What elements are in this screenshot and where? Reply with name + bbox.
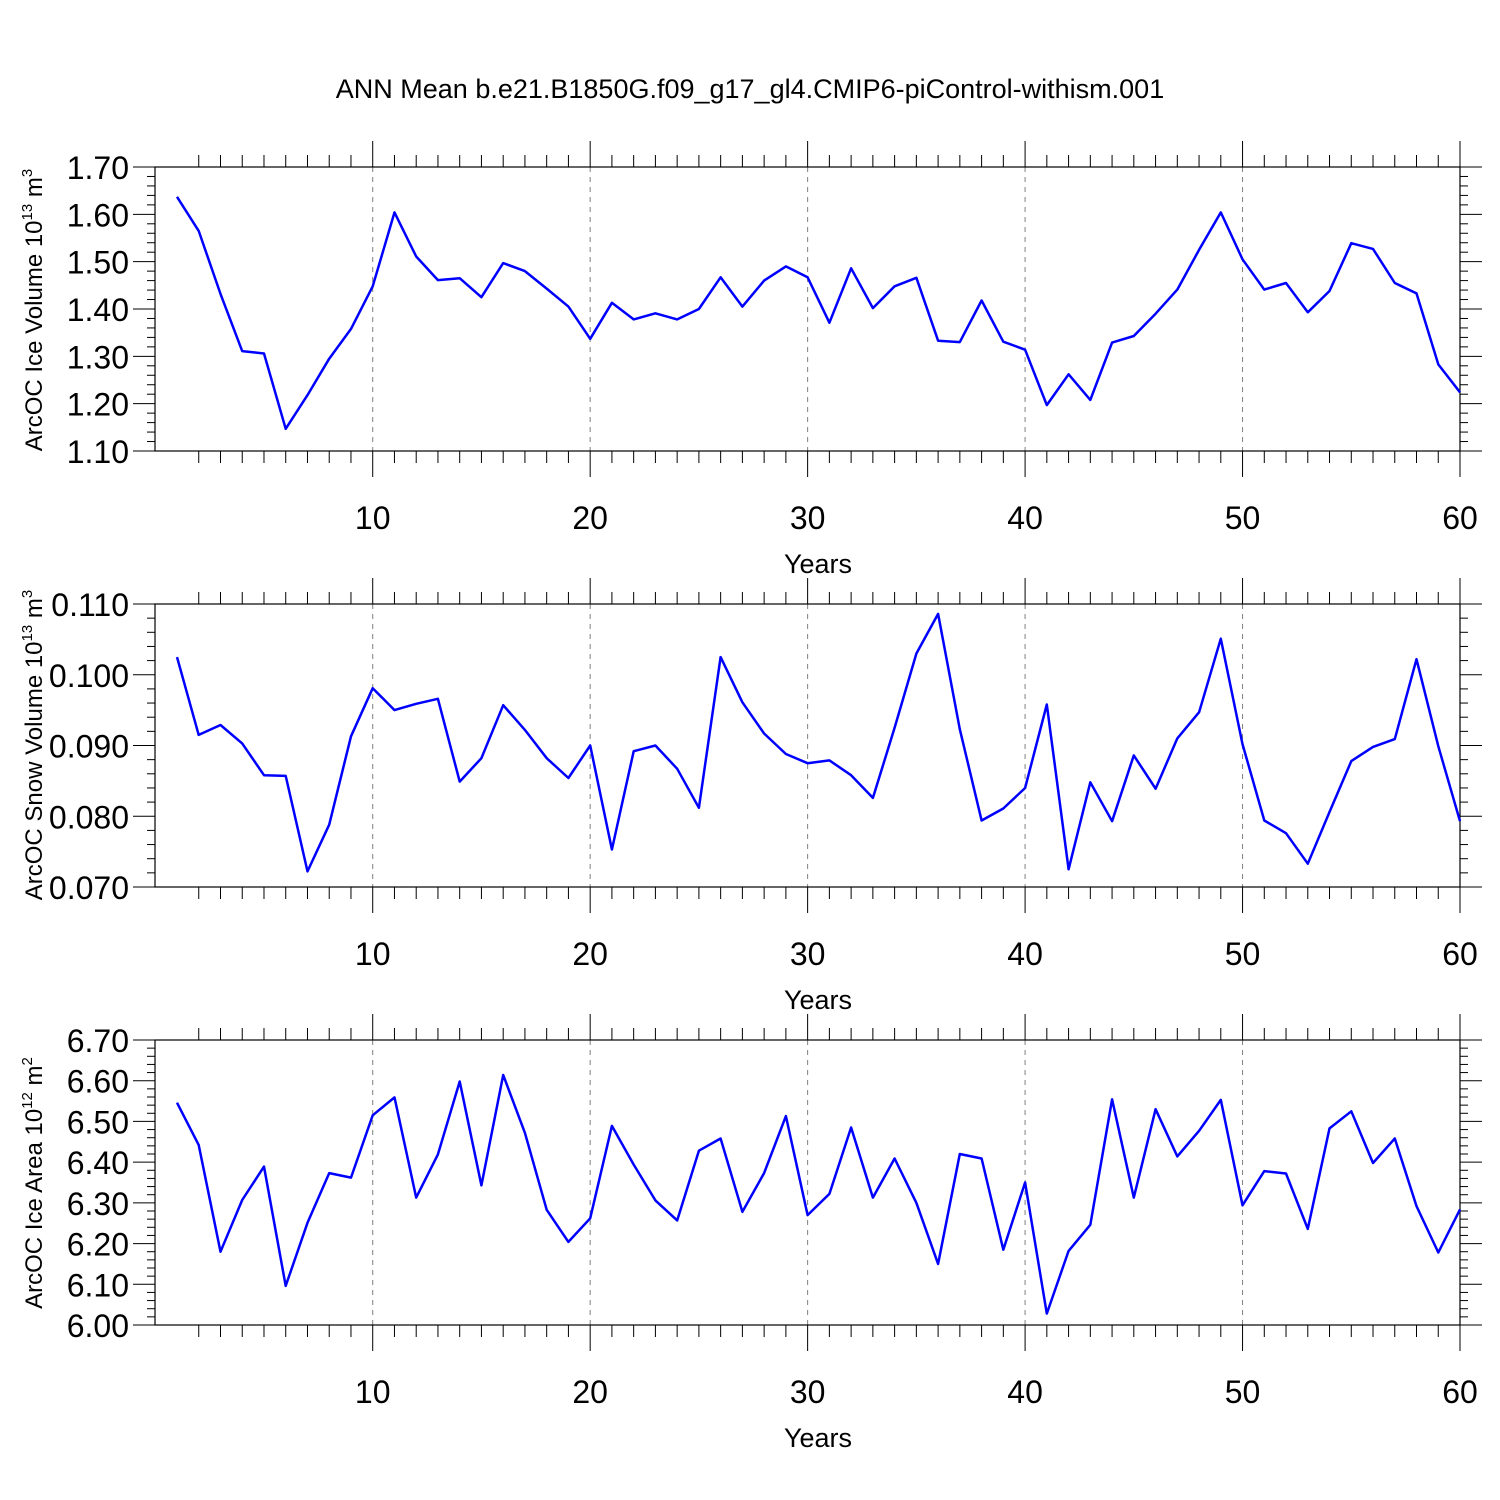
- series-line: [175, 196, 1461, 431]
- y-tick-label: 1.40: [67, 292, 129, 328]
- x-tick-label: 60: [1442, 500, 1478, 536]
- x-tick-label: 10: [355, 936, 391, 972]
- y-tick-label: 0.100: [49, 658, 129, 694]
- y-axis-label-unit: m: [21, 1065, 48, 1092]
- y-axis-label-exp: 13: [19, 625, 36, 642]
- y-axis-label-exp: 13: [19, 204, 36, 221]
- x-tick-label: 10: [355, 500, 391, 536]
- x-tick-label: 20: [572, 936, 608, 972]
- y-axis-label-unit: m: [21, 177, 48, 204]
- y-axis-label-text: ArcOC Snow Volume 10: [21, 641, 48, 900]
- x-tick-label: 50: [1225, 500, 1261, 536]
- y-axis-label-unit: m: [21, 598, 48, 625]
- y-tick-label: 0.070: [49, 870, 129, 906]
- plot-frame: [154, 1039, 1461, 1326]
- x-tick-label: 10: [355, 1374, 391, 1410]
- plot-frame: [154, 603, 1461, 888]
- y-axis-label-unit-exp: 2: [19, 1057, 36, 1065]
- x-axis-label: Years: [784, 985, 852, 1015]
- x-axis-label: Years: [784, 549, 852, 579]
- y-tick-label: 6.60: [67, 1064, 129, 1100]
- x-tick-label: 50: [1225, 1374, 1261, 1410]
- y-tick-label: 6.00: [67, 1308, 129, 1344]
- y-axis-label: ArcOC Ice Area 1012 m2: [19, 1057, 48, 1309]
- y-axis-label-exp: 12: [19, 1092, 36, 1109]
- y-axis-label-unit-exp: 3: [19, 169, 36, 177]
- y-tick-label: 1.30: [67, 339, 129, 375]
- panel-3: 10 20 30 40 50 60 6.00 6.10 6.20 6.30 6.40 6.50 6.60…: [19, 1014, 1482, 1453]
- panels: 10 20 30 40 50 60 1.10 1.20 1.30 1.40 1.50 1.60 1.70…: [19, 141, 1482, 1453]
- x-tick-label: 50: [1225, 936, 1261, 972]
- plot-frame: [154, 166, 1461, 452]
- y-axis-label-text: ArcOC Ice Area 10: [21, 1109, 48, 1309]
- x-tick-label: 30: [790, 500, 826, 536]
- x-tick-label: 60: [1442, 936, 1478, 972]
- x-tick-label: 30: [790, 1374, 826, 1410]
- y-tick-label: 0.110: [51, 587, 129, 623]
- y-tick-label: 6.50: [67, 1104, 129, 1140]
- y-tick-label: 6.10: [67, 1267, 129, 1303]
- y-tick-label: 1.10: [67, 434, 129, 470]
- y-axis-label: ArcOC Ice Volume 1013 m3: [19, 169, 48, 451]
- figure-title: ANN Mean b.e21.B1850G.f09_g17_gl4.CMIP6-…: [336, 74, 1164, 104]
- y-tick-label: 0.080: [49, 799, 129, 835]
- y-axis-label-text: ArcOC Ice Volume 10: [21, 220, 48, 451]
- x-tick-label: 60: [1442, 1374, 1478, 1410]
- panel-2: 10 20 30 40 50 60 0.070 0.080 0.090 0.100 0.110 Yea…: [19, 578, 1482, 1015]
- series-line: [175, 612, 1462, 873]
- y-tick-label: 6.70: [67, 1023, 129, 1059]
- y-tick-label: 0.090: [49, 729, 129, 765]
- series-line: [175, 1073, 1462, 1315]
- y-tick-label: 6.40: [67, 1145, 129, 1181]
- x-axis-label: Years: [784, 1423, 852, 1453]
- x-tick-label: 20: [572, 500, 608, 536]
- x-tick-label: 20: [572, 1374, 608, 1410]
- y-tick-label: 1.20: [67, 387, 129, 423]
- x-tick-label: 40: [1007, 1374, 1043, 1410]
- y-tick-label: 6.30: [67, 1186, 129, 1222]
- x-tick-label: 40: [1007, 500, 1043, 536]
- y-tick-label: 1.70: [67, 150, 129, 186]
- y-tick-label: 1.60: [67, 197, 129, 233]
- y-tick-label: 1.50: [67, 245, 129, 281]
- y-tick-label: 6.20: [67, 1227, 129, 1263]
- y-axis-label-unit-exp: 3: [19, 590, 36, 598]
- panel-1: 10 20 30 40 50 60 1.10 1.20 1.30 1.40 1.50 1.60 1.70…: [19, 141, 1482, 579]
- x-tick-label: 40: [1007, 936, 1043, 972]
- y-axis-label: ArcOC Snow Volume 1013 m3: [19, 590, 48, 901]
- x-tick-label: 30: [790, 936, 826, 972]
